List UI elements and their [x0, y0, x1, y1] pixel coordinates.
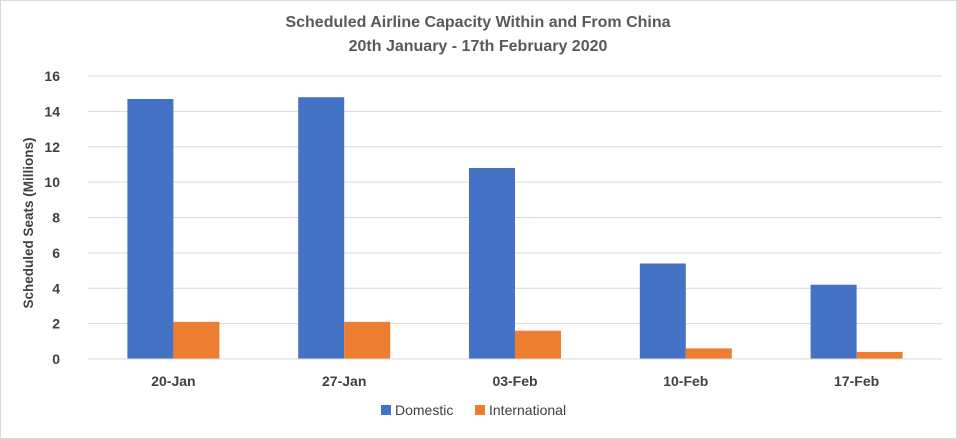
bar-international — [685, 348, 732, 359]
bar-domestic — [469, 167, 515, 359]
legend-swatch-domestic — [381, 405, 391, 415]
y-axis-label: Scheduled Seats (Millions) — [21, 137, 36, 308]
legend-label-international: International — [489, 402, 566, 418]
x-tick-label: 03-Feb — [492, 373, 537, 389]
y-tick-label: 16 — [44, 68, 60, 84]
y-axis-ticks: 0 2 4 6 8 10 12 14 16 — [44, 68, 60, 367]
bar-domestic — [810, 284, 857, 359]
y-tick-label: 14 — [44, 103, 60, 119]
bar-international — [173, 321, 220, 359]
legend: Domestic International — [381, 402, 566, 418]
y-tick-label: 4 — [52, 280, 60, 296]
x-tick-label: 27-Jan — [322, 373, 366, 389]
chart-title: Scheduled Airline Capacity Within and Fr… — [285, 14, 670, 31]
bar-domestic — [298, 97, 345, 359]
y-tick-label: 0 — [52, 351, 60, 367]
bar-international — [856, 351, 903, 359]
bars — [127, 97, 903, 360]
x-tick-label: 17-Feb — [834, 373, 879, 389]
y-tick-label: 2 — [52, 316, 60, 332]
y-tick-label: 6 — [52, 245, 60, 261]
bar-domestic — [127, 98, 174, 360]
x-tick-label: 10-Feb — [663, 373, 708, 389]
legend-swatch-international — [475, 405, 485, 415]
bar-domestic — [639, 263, 686, 359]
bar-international — [344, 321, 391, 359]
y-tick-label: 8 — [52, 210, 60, 226]
bar-international — [515, 330, 561, 359]
chart-subtitle: 20th January - 17th February 2020 — [349, 38, 608, 55]
y-tick-label: 12 — [44, 139, 60, 155]
y-tick-label: 10 — [44, 174, 60, 190]
x-tick-label: 20-Jan — [151, 373, 195, 389]
legend-label-domestic: Domestic — [395, 402, 453, 418]
x-axis-ticks: 20-Jan 27-Jan 03-Feb 10-Feb 17-Feb — [151, 373, 879, 389]
